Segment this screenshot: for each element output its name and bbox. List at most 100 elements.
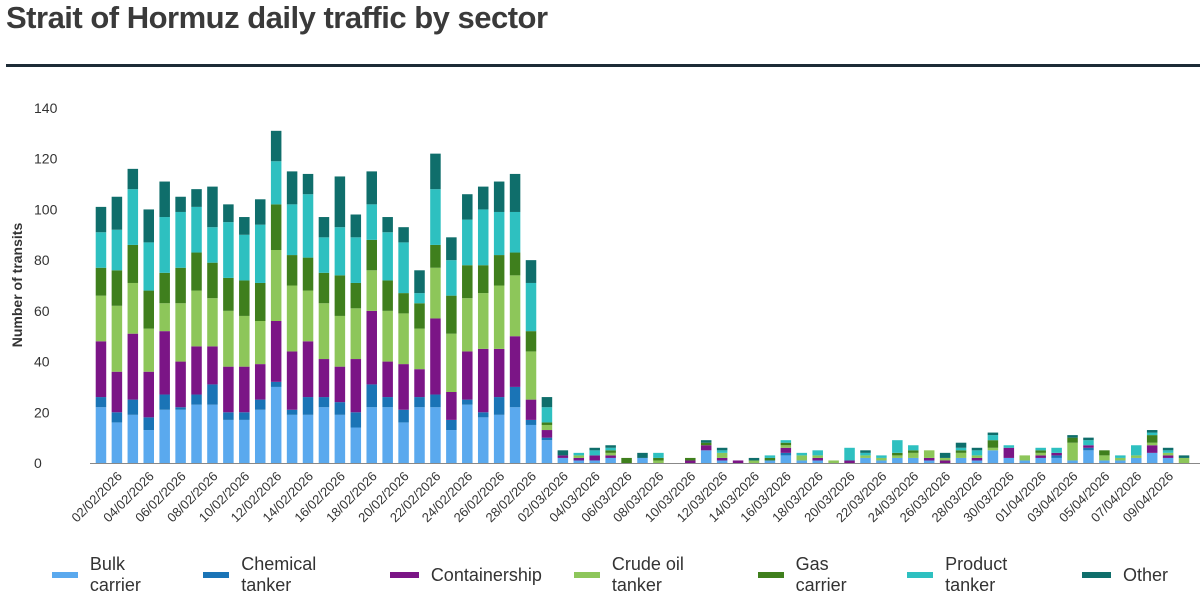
bar-segment	[414, 293, 425, 304]
bar-segment	[748, 460, 760, 463]
bar-segment	[477, 265, 489, 294]
bar-segment	[446, 392, 457, 420]
bar-segment	[605, 455, 616, 458]
bar-segment	[414, 407, 425, 463]
bar-segment	[318, 407, 330, 463]
bar-segment	[923, 457, 935, 461]
bar-segment	[398, 409, 409, 423]
bar-segment	[239, 419, 250, 463]
bar-segment	[462, 219, 473, 266]
bar-segment	[685, 460, 696, 463]
bar-segment	[876, 455, 887, 458]
bar-segment	[207, 346, 218, 385]
bar-segment	[1035, 447, 1046, 451]
bar-segment	[700, 445, 712, 451]
bar-segment	[462, 265, 473, 299]
bar-segment	[239, 366, 250, 413]
bar-segment	[892, 440, 903, 453]
bar-segment	[1146, 442, 1158, 446]
bar-segment	[525, 399, 537, 420]
bar-segment	[796, 455, 808, 461]
bar-segment	[1146, 435, 1158, 443]
legend-label: Chemical tanker	[241, 554, 317, 595]
bar-segment	[254, 199, 266, 225]
bar-segment	[382, 407, 393, 463]
bar-segment	[143, 371, 154, 418]
bar-segment	[716, 460, 728, 463]
bar-segment	[111, 422, 123, 463]
bar-segment	[239, 315, 250, 367]
bar-segment	[302, 341, 314, 398]
legend-item: Chemical tanker	[203, 554, 358, 596]
bar-segment	[95, 407, 107, 463]
bar-segment	[892, 455, 903, 458]
legend-swatch	[203, 572, 230, 578]
legend-item: Crude oil tanker	[573, 554, 726, 596]
bar-segment	[239, 280, 250, 316]
bar-segment	[254, 409, 266, 463]
legend-item: Product tanker	[907, 554, 1050, 596]
bar-segment	[1035, 455, 1046, 458]
bar-segment	[302, 194, 314, 258]
y-tick-label: 140	[34, 100, 58, 116]
legend-item: Gas carrier	[757, 554, 875, 596]
bar-segment	[334, 176, 346, 228]
bar-segment	[223, 204, 234, 223]
bar-segment	[573, 455, 585, 458]
bar-segment	[191, 290, 202, 347]
bar-segment	[159, 272, 170, 304]
bar-segment	[908, 452, 919, 458]
bar-segment	[939, 460, 951, 463]
bar-segment	[127, 414, 139, 463]
bar-segment	[987, 447, 999, 451]
bar-segment	[254, 321, 266, 365]
bar-segment	[270, 381, 282, 387]
bar-segment	[398, 422, 409, 463]
bar-segment	[334, 366, 346, 403]
bar-segment	[541, 422, 553, 425]
legend-label: Product tanker	[945, 554, 1008, 595]
bar-segment	[111, 305, 123, 372]
bar-segment	[191, 404, 202, 463]
bar-segment	[589, 460, 600, 463]
y-tick-label: 0	[34, 455, 42, 471]
bar-segment	[557, 455, 569, 458]
bar-segment	[1083, 447, 1094, 451]
bar-segment	[398, 364, 409, 410]
bar-segment	[270, 204, 282, 250]
bar-segment	[716, 447, 728, 451]
bar-segment	[955, 447, 967, 451]
bar-segment	[191, 346, 202, 395]
bar-segment	[653, 452, 664, 458]
bar-segment	[987, 450, 999, 463]
bar-segment	[971, 460, 983, 463]
bar-segment	[127, 244, 139, 283]
bar-segment	[207, 186, 218, 228]
bar-segment	[111, 412, 123, 423]
bar-segment	[605, 445, 616, 448]
bar-segment	[653, 460, 664, 463]
bar-segment	[525, 419, 537, 425]
bar-segment	[462, 351, 473, 400]
bar-segment	[1131, 455, 1142, 458]
bar-segment	[254, 399, 266, 410]
bar-segment	[700, 450, 712, 463]
bar-segment	[1083, 440, 1094, 446]
bar-segment	[382, 310, 393, 362]
bar-segment	[334, 402, 346, 415]
bar-segment	[366, 384, 377, 408]
legend-label: Other	[1122, 564, 1169, 585]
bar-segment	[1019, 460, 1031, 463]
bar-segment	[1099, 460, 1110, 463]
bar-segment	[1003, 445, 1015, 448]
bar-segment	[1162, 447, 1174, 451]
bar-segment	[1099, 450, 1110, 456]
bar-segment	[286, 204, 298, 256]
bar-segment	[350, 427, 362, 463]
bar-segment	[239, 234, 250, 281]
bar-segment	[780, 452, 792, 456]
bar-segment	[477, 417, 489, 463]
bar-segment	[971, 457, 983, 461]
bar-segment	[1131, 445, 1142, 456]
bar-segment	[764, 457, 776, 461]
